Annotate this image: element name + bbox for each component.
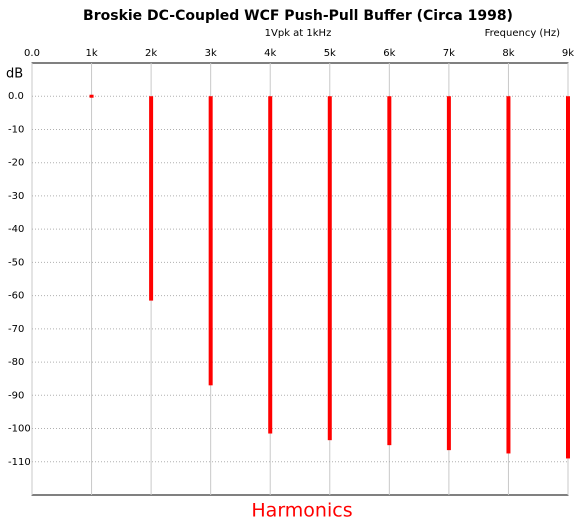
bar [208, 96, 213, 386]
bar [506, 96, 511, 454]
chart-title: Broskie DC-Coupled WCF Push-Pull Buffer … [83, 8, 513, 24]
x-tick-label: 9k [562, 48, 574, 59]
x-tick-label: 2k [145, 48, 157, 59]
y-tick-label: -90 [8, 390, 24, 401]
y-tick-label: -30 [8, 191, 24, 202]
plot-frame [31, 62, 569, 496]
bar [89, 94, 94, 98]
x-tick-label: 4k [264, 48, 276, 59]
y-axis-label: dB [6, 67, 23, 82]
x-tick-label: 5k [324, 48, 336, 59]
y-tick-label: 0.0 [8, 91, 24, 102]
x-tick-label: 6k [383, 48, 395, 59]
bar [446, 96, 451, 451]
y-tick-label: -60 [8, 291, 24, 302]
y-tick-label: -110 [8, 457, 31, 468]
x-axis-label: Frequency (Hz) [485, 28, 561, 39]
x-tick-label: 7k [443, 48, 455, 59]
x-tick-label: 0.0 [24, 48, 40, 59]
y-tick-label: -80 [8, 357, 24, 368]
chart-subtitle: 1Vpk at 1kHz [265, 28, 332, 39]
x-tick-label: 3k [205, 48, 217, 59]
y-tick-label: -10 [8, 124, 24, 135]
y-tick-label: -50 [8, 257, 24, 268]
bar [566, 96, 570, 459]
annotation: Harmonics [251, 500, 352, 522]
x-tick-label: 8k [502, 48, 514, 59]
y-tick-label: -100 [8, 424, 31, 435]
bar [327, 96, 332, 441]
y-tick-label: -70 [8, 324, 24, 335]
bar [268, 96, 273, 434]
bar [387, 96, 392, 446]
y-tick-label: -20 [8, 158, 24, 169]
y-tick-label: -40 [8, 224, 24, 235]
x-tick-label: 1k [85, 48, 97, 59]
bar [149, 96, 154, 301]
